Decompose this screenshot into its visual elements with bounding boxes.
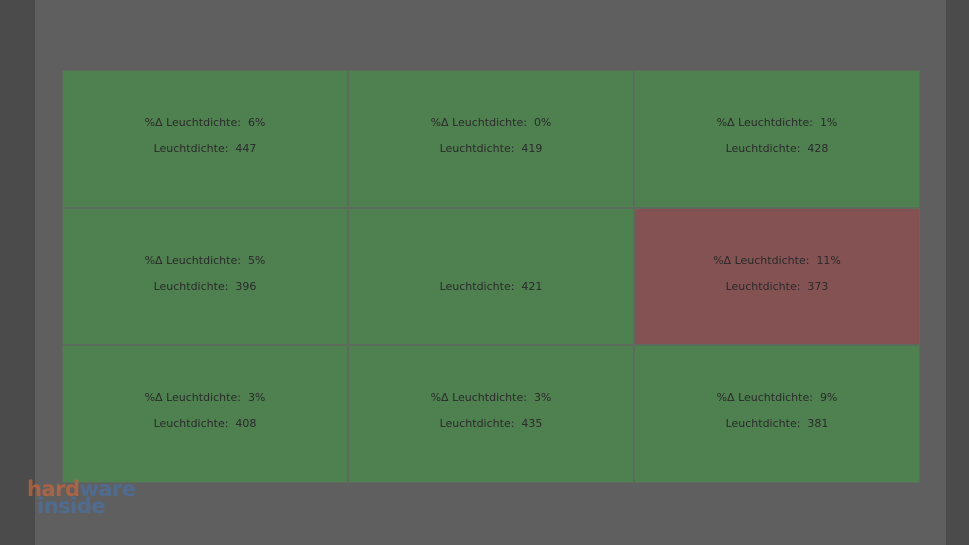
delta-line: %Δ Leuchtdichte: 11% [635, 254, 919, 267]
delta-label: %Δ Leuchtdichte: [716, 116, 813, 129]
delta-line: %Δ Leuchtdichte: 3% [349, 391, 633, 404]
delta-value: 5% [247, 253, 266, 267]
luminance-line: Leuchtdichte: 381 [635, 417, 919, 430]
luminance-label: Leuchtdichte: [725, 142, 801, 155]
luminance-label: Leuchtdichte: [439, 142, 515, 155]
delta-label: %Δ Leuchtdichte: [144, 253, 241, 267]
luminance-value: 428 [807, 142, 829, 155]
luminance-label: Leuchtdichte: [153, 279, 229, 293]
logo-line: hardware [27, 479, 136, 500]
luminance-value: 408 [235, 417, 257, 431]
luminance-line: Leuchtdichte: 396 [63, 280, 347, 293]
cell: %Δ Leuchtdichte: 11% Leuchtdichte: 373 [634, 207, 920, 346]
luminance-value: 419 [521, 142, 543, 155]
delta-value: 1% [819, 116, 838, 129]
delta-value: 6% [247, 116, 266, 129]
logo-text: inside [37, 494, 106, 518]
delta-label: %Δ Leuchtdichte: [144, 391, 241, 405]
delta-label: %Δ Leuchtdichte: [144, 116, 241, 129]
delta-value: 3% [533, 391, 552, 405]
delta-label: %Δ Leuchtdichte: [716, 391, 813, 405]
logo-text: hard [27, 477, 80, 501]
delta-label: %Δ Leuchtdichte: [430, 391, 527, 405]
luminance-value: 421 [521, 279, 543, 293]
luminance-value: 435 [521, 417, 543, 431]
delta-label: %Δ Leuchtdichte: [430, 116, 527, 129]
luminance-label: Leuchtdichte: [153, 142, 229, 155]
luminance-label: Leuchtdichte: [725, 417, 801, 431]
luminance-line: Leuchtdichte: 435 [349, 417, 633, 430]
luminance-line: Leuchtdichte: 421 [349, 280, 633, 293]
logo-text: ware [79, 477, 137, 501]
delta-value: 0% [533, 116, 552, 129]
delta-value: 11% [816, 253, 841, 267]
luminance-value: 396 [235, 279, 257, 293]
delta-line: %Δ Leuchtdichte: 0% [349, 116, 633, 129]
delta-line: %Δ Leuchtdichte: 5% [63, 254, 347, 267]
cell: %Δ Leuchtdichte: 5% Leuchtdichte: 396 [62, 207, 348, 346]
luminance-label: Leuchtdichte: [725, 279, 801, 293]
cell: %Δ Leuchtdichte: 3% Leuchtdichte: 408 [62, 345, 348, 483]
cell: Leuchtdichte: 421 [348, 207, 634, 346]
delta-line: %Δ Leuchtdichte: 3% [63, 391, 347, 404]
delta-line: %Δ Leuchtdichte: 6% [63, 116, 347, 129]
luminance-line: Leuchtdichte: 419 [349, 142, 633, 155]
delta-value: 3% [247, 391, 266, 405]
cell: %Δ Leuchtdichte: 1% Leuchtdichte: 428 [634, 70, 920, 208]
luminance-line: Leuchtdichte: 428 [635, 142, 919, 155]
luminance-value: 447 [235, 142, 257, 155]
cell: %Δ Leuchtdichte: 3% Leuchtdichte: 435 [348, 345, 634, 483]
watermark-logo: hardware inside [27, 479, 136, 518]
cell: %Δ Leuchtdichte: 9% Leuchtdichte: 381 [634, 345, 920, 483]
cell: %Δ Leuchtdichte: 0% Leuchtdichte: 419 [348, 70, 634, 208]
luminance-line: Leuchtdichte: 408 [63, 417, 347, 430]
delta-value: 9% [819, 391, 838, 405]
delta-line: %Δ Leuchtdichte: 1% [635, 116, 919, 129]
luminance-value: 381 [807, 417, 829, 431]
luminance-line: Leuchtdichte: 447 [63, 142, 347, 155]
cell: %Δ Leuchtdichte: 6% Leuchtdichte: 447 [62, 70, 348, 208]
luminance-label: Leuchtdichte: [439, 279, 515, 293]
luminance-label: Leuchtdichte: [153, 417, 229, 431]
luminance-line: Leuchtdichte: 373 [635, 280, 919, 293]
luminance-value: 373 [807, 279, 829, 293]
delta-label: %Δ Leuchtdichte: [713, 253, 810, 267]
delta-line: %Δ Leuchtdichte: 9% [635, 391, 919, 404]
uniformity-grid: %Δ Leuchtdichte: 6% Leuchtdichte: 447 %Δ L… [62, 70, 920, 483]
luminance-label: Leuchtdichte: [439, 417, 515, 431]
